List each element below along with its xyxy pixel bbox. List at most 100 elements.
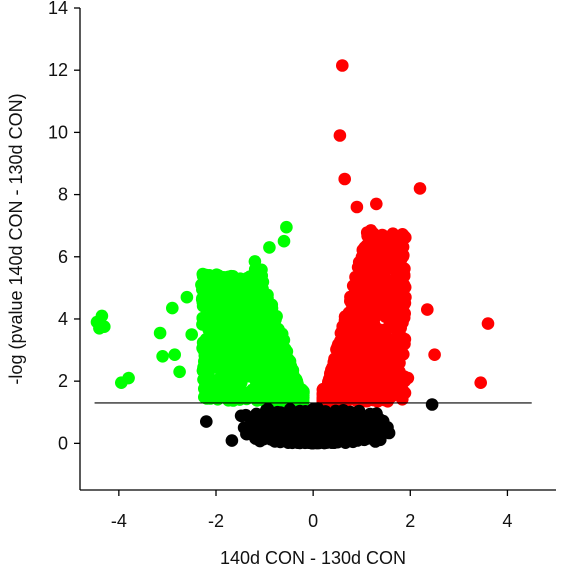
- point-down: [229, 359, 242, 372]
- point-up: [368, 242, 382, 256]
- point-up: [378, 393, 391, 407]
- point-down: [210, 389, 223, 402]
- y-tick-label: 8: [58, 185, 68, 205]
- point-down: [227, 384, 241, 398]
- point-down: [166, 301, 179, 315]
- point-down: [93, 322, 106, 335]
- point-down: [212, 271, 225, 285]
- point-up: [393, 257, 407, 271]
- point-down: [214, 300, 227, 314]
- point-down: [277, 234, 291, 248]
- point-up: [368, 269, 382, 283]
- point-ns: [425, 398, 439, 411]
- x-ticks: -4 -2 0 2 4: [111, 490, 512, 531]
- point-down: [185, 328, 198, 341]
- point-down: [284, 384, 297, 398]
- point-down: [115, 376, 128, 390]
- point-up: [392, 380, 405, 394]
- point-up: [356, 390, 369, 403]
- point-up: [481, 317, 495, 330]
- point-down: [200, 374, 214, 388]
- point-down: [255, 336, 269, 350]
- point-ns: [340, 410, 354, 424]
- point-ns: [234, 409, 248, 423]
- x-tick-label: 4: [502, 511, 512, 531]
- x-axis-title: 140d CON - 130d CON: [220, 548, 406, 568]
- point-up: [341, 312, 354, 326]
- point-up: [321, 381, 334, 395]
- point-ns: [250, 410, 263, 424]
- x-tick-label: -4: [111, 511, 127, 531]
- y-tick-label: 6: [58, 247, 68, 267]
- point-up: [399, 290, 412, 304]
- point-down: [279, 343, 292, 357]
- point-up: [381, 381, 394, 394]
- axes: -4 -2 0 2 4 0 2 4 6 8 10 12 14: [48, 0, 556, 531]
- y-tick-label: 14: [48, 0, 68, 18]
- point-ns: [260, 403, 273, 417]
- x-tick-label: -2: [208, 511, 224, 531]
- point-up: [421, 303, 434, 316]
- point-down: [224, 295, 238, 309]
- point-down: [250, 382, 264, 396]
- point-ns: [302, 435, 315, 449]
- point-down: [168, 348, 181, 362]
- point-up: [378, 281, 392, 294]
- point-ns: [337, 432, 351, 446]
- point-down: [280, 220, 293, 234]
- point-up: [364, 340, 378, 354]
- point-up: [336, 59, 349, 72]
- point-down: [261, 302, 275, 316]
- point-up: [388, 297, 401, 311]
- point-down: [235, 376, 248, 389]
- point-ns: [377, 423, 391, 436]
- point-up: [338, 172, 352, 186]
- point-down: [256, 363, 270, 377]
- point-up: [359, 241, 372, 255]
- point-down: [285, 369, 298, 382]
- point-up: [345, 292, 358, 305]
- point-down: [261, 288, 274, 302]
- point-down: [252, 266, 265, 280]
- point-up: [389, 231, 403, 245]
- point-down: [263, 324, 277, 337]
- point-down: [245, 313, 258, 326]
- y-axis-title: -log (pvalue 140d CON - 130d CON): [6, 93, 26, 384]
- y-tick-label: 10: [48, 122, 68, 142]
- y-tick-label: 2: [58, 371, 68, 391]
- point-up: [354, 298, 368, 311]
- point-up: [355, 273, 369, 287]
- x-tick-label: 2: [405, 511, 415, 531]
- point-up: [367, 318, 381, 331]
- point-down: [263, 241, 276, 254]
- x-tick-label: 0: [308, 511, 318, 531]
- point-up: [368, 375, 381, 388]
- point-ns: [373, 412, 386, 426]
- point-up: [389, 371, 403, 384]
- point-down: [284, 358, 297, 372]
- point-down: [153, 326, 167, 340]
- point-down: [260, 353, 274, 367]
- point-down: [195, 278, 208, 292]
- point-ns: [358, 433, 371, 447]
- point-down: [196, 291, 209, 305]
- point-up: [379, 272, 393, 285]
- point-up: [396, 393, 409, 406]
- point-up: [355, 253, 369, 267]
- point-down: [207, 329, 220, 342]
- point-up: [364, 224, 378, 237]
- point-down: [196, 336, 210, 349]
- point-up: [333, 129, 347, 142]
- point-up: [390, 329, 404, 343]
- point-down: [246, 303, 259, 316]
- point-down: [219, 364, 232, 378]
- point-up: [334, 326, 348, 340]
- y-tick-label: 0: [58, 433, 68, 453]
- point-up: [396, 316, 409, 329]
- point-down: [232, 320, 246, 333]
- point-ns: [306, 424, 319, 437]
- point-up: [474, 376, 488, 390]
- point-up: [333, 357, 347, 371]
- point-ns: [312, 435, 325, 449]
- point-up: [358, 286, 372, 300]
